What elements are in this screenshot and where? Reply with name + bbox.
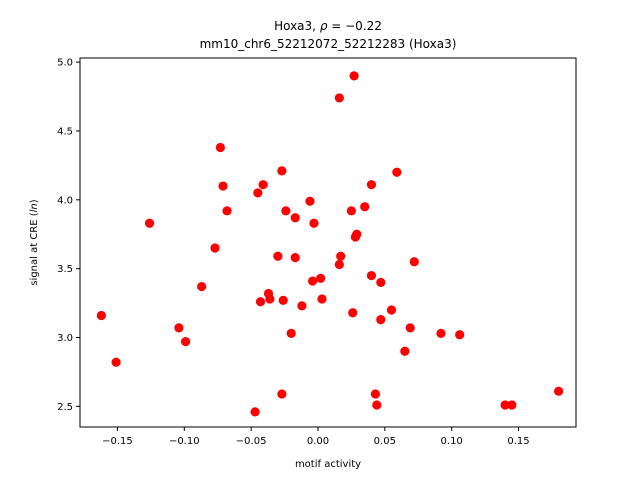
scatter-point (349, 71, 359, 81)
scatter-point (181, 337, 191, 347)
y-axis-label-italic: ln (29, 203, 40, 212)
scatter-point (96, 310, 106, 321)
scatter-point (111, 357, 121, 367)
scatter-point (405, 323, 415, 333)
y-axis-label-suffix: ) (29, 199, 40, 203)
y-axis-label-prefix: signal at CRE ( (29, 212, 40, 285)
scatter-point (281, 206, 291, 216)
y-axis-label: signal at CRE (ln) (29, 199, 40, 285)
scatter-point (286, 328, 296, 338)
scatter-point (372, 400, 382, 410)
scatter-point (277, 389, 287, 399)
scatter-point (316, 273, 326, 283)
scatter-point (253, 188, 263, 198)
x-axis-ticks: −0.15 −0.10 −0.05 0.00 0.05 0.10 0.15 (102, 427, 530, 447)
scatter-point (507, 400, 517, 410)
scatter-point (400, 346, 410, 356)
scatter-point (258, 180, 268, 190)
scatter-point (309, 218, 319, 228)
scatter-point (174, 323, 184, 333)
scatter-point (215, 142, 225, 153)
chart-title-rho-value: −0.22 (345, 19, 382, 33)
x-axis-label: motif activity (295, 459, 361, 470)
chart-subtitle: mm10_chr6_52212072_52212283 (Hoxa3) (200, 37, 457, 51)
scatter-point (250, 407, 260, 417)
scatter-point (500, 400, 510, 410)
x-tick-label: 0.15 (507, 436, 529, 447)
x-tick-label: −0.15 (102, 436, 133, 447)
y-tick-label: 2.5 (57, 402, 73, 413)
scatter-point (409, 257, 419, 267)
scatter-point (352, 229, 362, 239)
scatter-point (455, 330, 465, 340)
y-axis-ticks: 2.5 3.0 3.5 4.0 4.5 5.0 (57, 58, 80, 413)
x-tick-label: −0.10 (169, 436, 200, 447)
scatter-point (334, 259, 344, 270)
scatter-point (366, 270, 377, 281)
scatter-point (376, 315, 386, 325)
scatter-point (273, 251, 283, 261)
x-tick-label: 0.00 (307, 436, 329, 447)
y-tick-label: 4.5 (57, 126, 73, 137)
scatter-point (290, 213, 300, 223)
x-tick-label: 0.10 (441, 436, 463, 447)
scatter-point (370, 389, 381, 399)
y-tick-label: 3.5 (57, 264, 73, 275)
y-tick-label: 3.0 (57, 333, 73, 344)
scatter-point (346, 206, 356, 216)
scatter-point (255, 297, 266, 307)
chart-title-rho-symbol: ρ (320, 19, 328, 33)
scatter-point (197, 281, 207, 292)
scatter-point (376, 277, 386, 288)
scatter-point (386, 305, 397, 315)
chart-title: Hoxa3, ρ = −0.22 (274, 19, 382, 33)
scatter-point (305, 196, 315, 206)
data-points (96, 71, 564, 417)
y-tick-label: 5.0 (57, 58, 73, 69)
scatter-point (278, 295, 288, 305)
scatter-point (297, 301, 307, 311)
scatter-point (308, 276, 318, 286)
scatter-point (348, 308, 358, 318)
chart-title-gene: Hoxa3 (274, 19, 312, 33)
scatter-point (265, 294, 275, 304)
scatter-point (366, 180, 377, 190)
scatter-point (277, 166, 287, 176)
scatter-point (317, 294, 327, 304)
scatter-point (144, 218, 155, 228)
scatter-point (360, 202, 370, 212)
scatter-point (392, 167, 402, 177)
scatter-point (336, 251, 346, 261)
x-tick-label: 0.05 (374, 436, 396, 447)
scatter-point (218, 181, 228, 191)
scatter-point (290, 253, 300, 263)
scatter-point (436, 328, 446, 338)
scatter-point (554, 386, 564, 396)
scatter-point (222, 206, 232, 216)
x-tick-label: −0.05 (236, 436, 267, 447)
scatter-point (334, 93, 344, 103)
scatter-point (210, 243, 220, 253)
y-tick-label: 4.0 (57, 195, 73, 206)
plot-area-frame (79, 57, 577, 428)
